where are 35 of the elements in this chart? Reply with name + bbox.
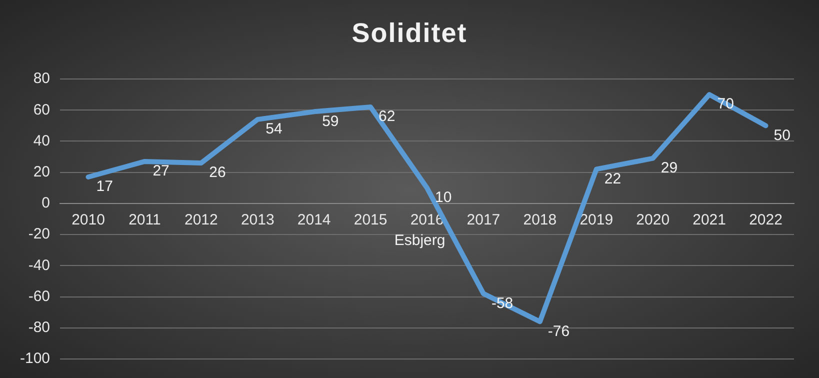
y-tick-label: 20 — [33, 163, 50, 180]
data-label: 27 — [152, 162, 170, 180]
y-tick-label: -100 — [20, 350, 50, 368]
data-label: 59 — [322, 112, 339, 130]
y-tick-label: 0 — [42, 194, 50, 212]
y-tick-label: 80 — [33, 70, 50, 88]
x-tick-label: 2020 — [636, 212, 670, 229]
y-tick-label: -20 — [28, 226, 50, 243]
x-tick-label: 2022 — [749, 212, 782, 229]
x-tick-label: 2019 — [580, 212, 614, 229]
series-label: Esbjerg — [394, 232, 446, 249]
x-tick-label: 2021 — [692, 212, 726, 229]
x-tick-label: 2012 — [184, 212, 218, 229]
data-label: 22 — [604, 170, 622, 188]
x-tick-label: 2014 — [297, 212, 331, 229]
data-label: -76 — [548, 322, 570, 340]
y-tick-label: 60 — [33, 101, 50, 118]
data-label: 10 — [435, 189, 452, 206]
data-label: 54 — [266, 120, 282, 138]
data-label: 29 — [660, 159, 678, 176]
x-tick-label: 2015 — [354, 212, 388, 229]
data-label: 26 — [209, 164, 226, 182]
data-label: 62 — [378, 108, 396, 126]
data-label: 50 — [774, 126, 790, 144]
x-tick-label: 2011 — [128, 212, 161, 229]
x-tick-label: 2013 — [240, 212, 274, 229]
x-tick-label: 2010 — [72, 212, 105, 229]
y-tick-label: 40 — [33, 132, 50, 150]
y-tick-label: -40 — [28, 256, 50, 274]
data-label: 17 — [96, 178, 113, 196]
chart-title: Soliditet — [350, 18, 468, 49]
y-tick-label: -60 — [28, 288, 50, 305]
x-tick-label: 2018 — [523, 212, 557, 229]
x-tick-label: 2017 — [466, 212, 500, 229]
y-tick-label: -80 — [28, 319, 50, 336]
